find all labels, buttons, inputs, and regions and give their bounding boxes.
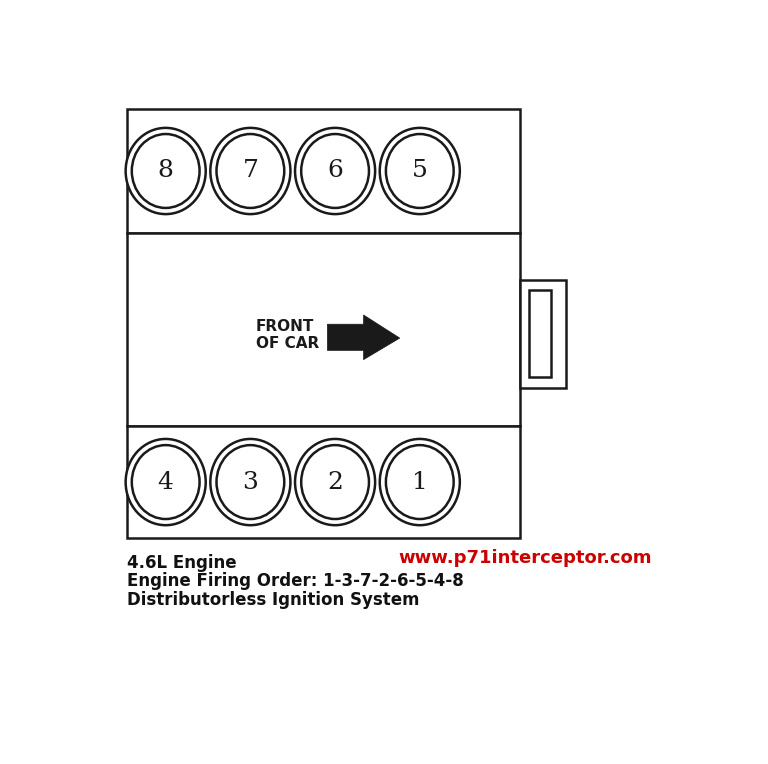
Ellipse shape [301, 445, 369, 519]
Text: 4.6L Engine: 4.6L Engine [127, 554, 237, 571]
Ellipse shape [386, 134, 454, 208]
Text: 5: 5 [412, 160, 428, 183]
Text: FRONT: FRONT [256, 319, 314, 334]
Bar [127, 426, 520, 538]
Bar [529, 290, 551, 377]
Ellipse shape [217, 445, 284, 519]
Text: Distributorless Ignition System: Distributorless Ignition System [127, 591, 419, 609]
Text: 8: 8 [157, 160, 174, 183]
Ellipse shape [386, 445, 454, 519]
Ellipse shape [132, 445, 200, 519]
Text: OF CAR: OF CAR [256, 336, 319, 351]
Ellipse shape [379, 128, 460, 214]
Bar [127, 233, 520, 426]
Text: 6: 6 [327, 160, 343, 183]
Bar [520, 280, 566, 388]
Ellipse shape [210, 128, 290, 214]
Ellipse shape [210, 439, 290, 525]
Ellipse shape [295, 439, 375, 525]
Ellipse shape [301, 134, 369, 208]
Text: 1: 1 [412, 471, 428, 494]
Polygon shape [327, 315, 400, 360]
Bar [127, 108, 520, 233]
Text: 2: 2 [327, 471, 343, 494]
Text: 4: 4 [157, 471, 174, 494]
Ellipse shape [126, 439, 206, 525]
Ellipse shape [379, 439, 460, 525]
Text: 3: 3 [243, 471, 258, 494]
Text: Engine Firing Order: 1-3-7-2-6-5-4-8: Engine Firing Order: 1-3-7-2-6-5-4-8 [127, 572, 464, 590]
Ellipse shape [217, 134, 284, 208]
Text: 7: 7 [243, 160, 258, 183]
Ellipse shape [295, 128, 375, 214]
Text: www.p71interceptor.com: www.p71interceptor.com [399, 549, 652, 567]
Ellipse shape [132, 134, 200, 208]
Ellipse shape [126, 128, 206, 214]
